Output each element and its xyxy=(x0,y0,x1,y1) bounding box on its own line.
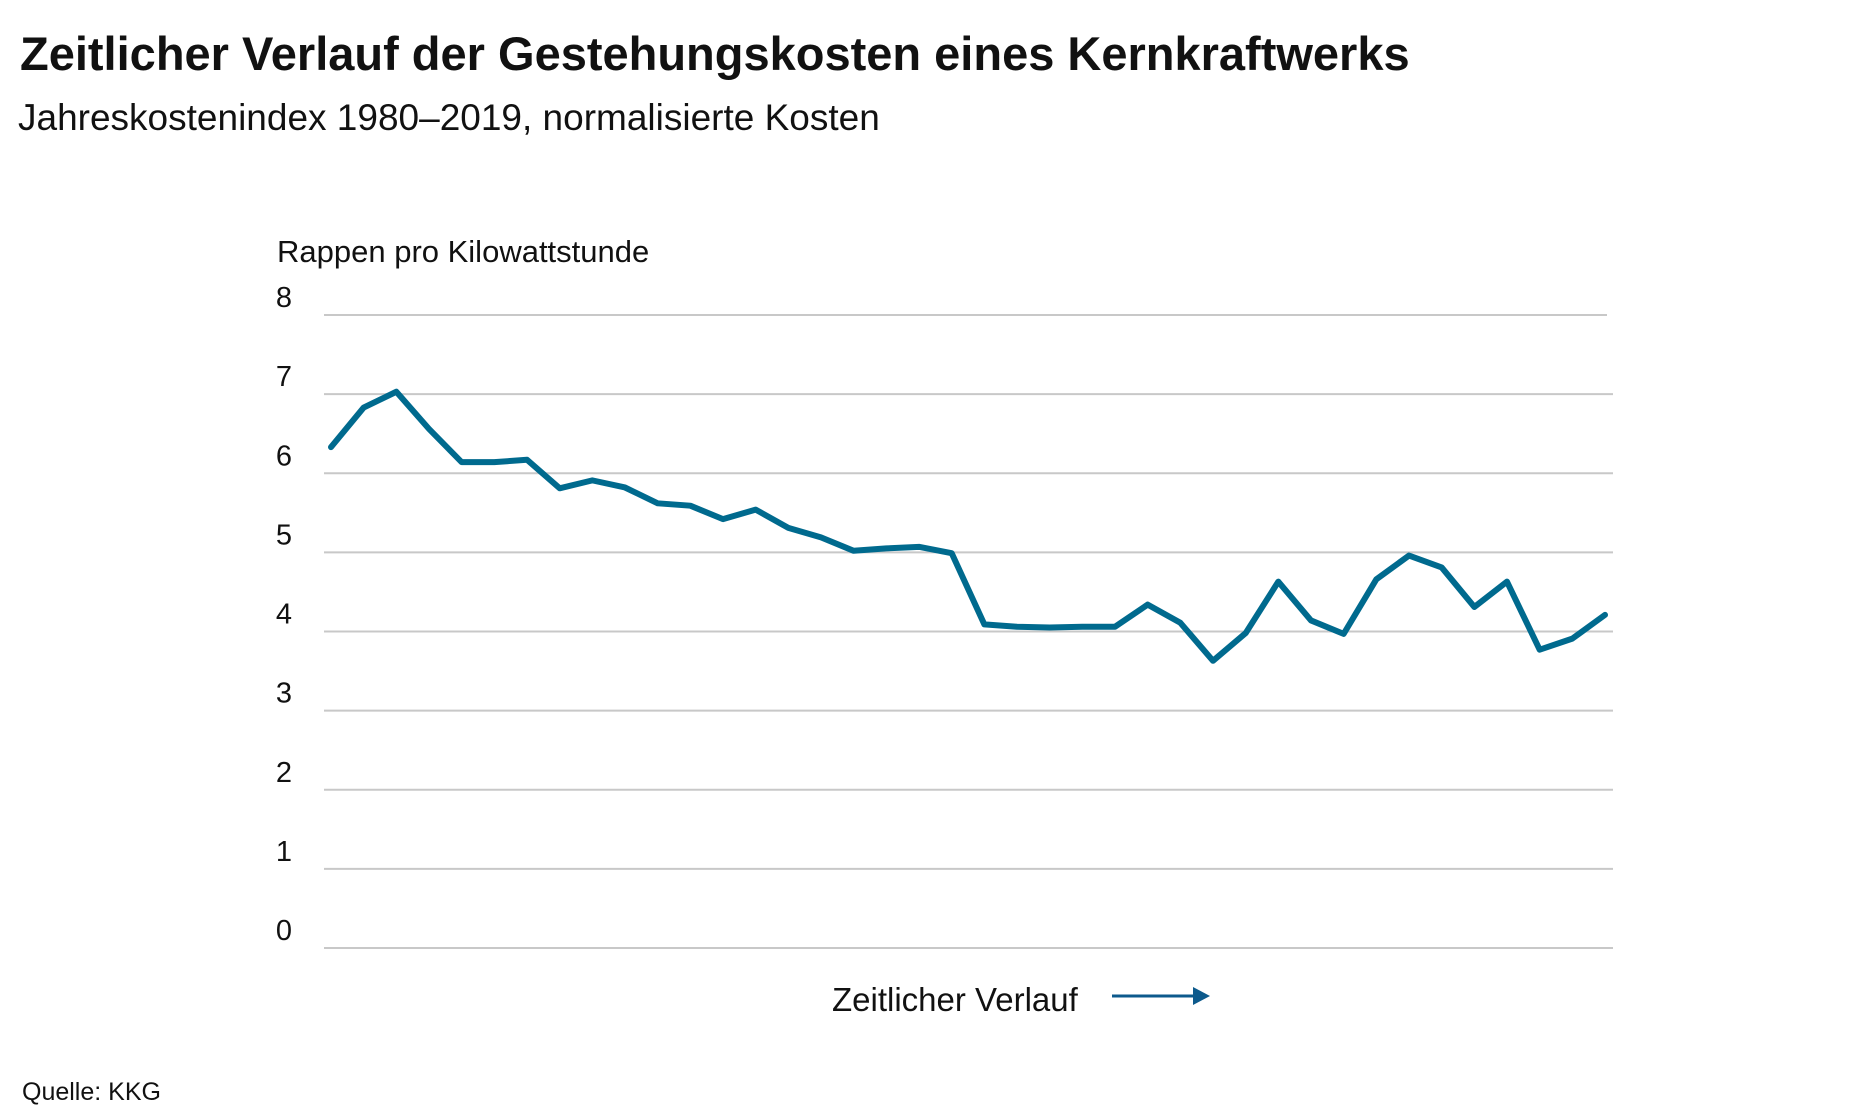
series-line xyxy=(328,388,1608,664)
y-axis-label: Rappen pro Kilowattstunde xyxy=(277,234,649,269)
y-tick-label: 7 xyxy=(276,361,292,393)
y-tick-label: 4 xyxy=(276,599,292,631)
y-tick-label: 6 xyxy=(276,440,292,472)
y-tick-label: 8 xyxy=(276,282,292,314)
y-tick-label: 3 xyxy=(276,678,292,710)
chart-subtitle: Jahreskostenindex 1980–2019, normalisier… xyxy=(18,97,880,138)
y-tick-label: 2 xyxy=(276,757,292,789)
y-tick-labels: 0 1 2 3 4 5 6 7 8 xyxy=(276,282,292,947)
source-note: Quelle: KKG xyxy=(22,1078,161,1106)
y-tick-label: 0 xyxy=(276,915,292,947)
gridlines xyxy=(324,314,1613,949)
series-polyline xyxy=(328,388,1608,664)
chart-title: Zeitlicher Verlauf der Gestehungskosten … xyxy=(20,27,1410,80)
x-axis-label: Zeitlicher Verlauf xyxy=(832,981,1079,1018)
y-tick-label: 5 xyxy=(276,519,292,551)
arrow-right-icon xyxy=(1112,987,1210,1005)
y-tick-label: 1 xyxy=(276,836,292,868)
